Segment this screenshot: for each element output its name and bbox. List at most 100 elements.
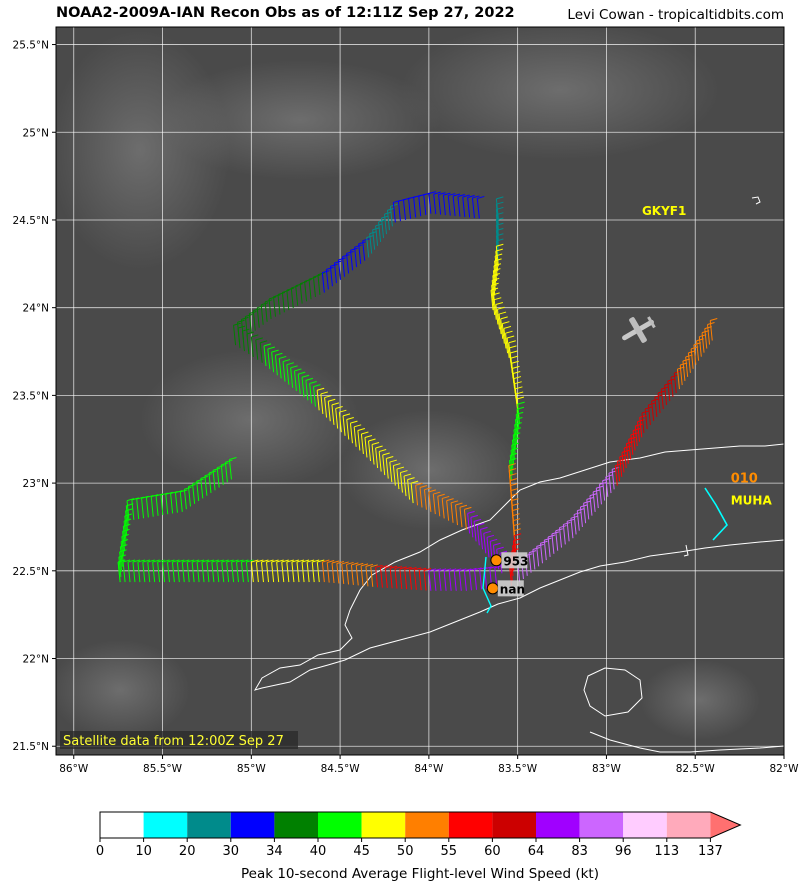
colorbar-segment	[230, 812, 275, 838]
wind-barb-flag	[301, 374, 310, 378]
southern-coastline	[589, 731, 784, 753]
wind-barb	[657, 392, 661, 414]
wind-barb-flag	[336, 560, 345, 564]
wind-barb	[423, 570, 427, 591]
wind-barb	[403, 476, 407, 497]
cloud-patch	[140, 350, 360, 490]
wind-barb-flag	[493, 263, 502, 267]
dropsonde-markers: 953 nan	[486, 552, 528, 597]
wind-barb	[338, 412, 342, 433]
wind-barb-flag	[459, 568, 467, 572]
wind-barb-flag	[512, 437, 520, 441]
wind-barb-flag	[547, 534, 556, 538]
aircraft-icon	[622, 316, 656, 343]
satellite-note: Satellite data from 12:00Z Sep 27	[63, 734, 284, 749]
wind-barb	[244, 316, 248, 337]
wind-barb-flag	[350, 420, 358, 424]
graticule	[56, 27, 784, 755]
colorbar-tick-label: 55	[441, 844, 458, 859]
wind-barb-flag	[370, 564, 378, 568]
wind-barb-flag	[495, 302, 504, 305]
station-labels: GKYF1 MUHA 010	[642, 204, 773, 507]
wind-barb-flag	[551, 531, 560, 535]
wind-barb	[132, 561, 136, 583]
wind-barb-flag	[380, 565, 388, 569]
wind-barb-flag	[277, 292, 286, 295]
wind-barb	[386, 210, 390, 231]
wind-barb	[123, 521, 127, 542]
wind-barb-flag	[167, 559, 175, 563]
wind-barb-flag	[225, 459, 233, 463]
wind-barb-flag	[245, 313, 253, 317]
wind-barb	[392, 465, 396, 486]
wind-barb-flag	[308, 276, 317, 280]
wind-barb	[447, 195, 451, 216]
wind-barb	[354, 247, 358, 268]
wind-barb-flag	[454, 568, 462, 572]
wind-barb	[331, 404, 335, 425]
wind-barb-flag	[322, 270, 330, 274]
wind-barb-flag	[296, 559, 305, 563]
wind-barb-flag	[497, 306, 505, 310]
wind-barb-flag	[264, 299, 273, 303]
wind-barb	[389, 206, 393, 227]
wind-barb	[630, 434, 634, 455]
wind-barb-flag	[281, 559, 289, 563]
wind-barb-flag	[291, 285, 299, 289]
wind-barb-flag	[513, 370, 521, 374]
wind-barb	[346, 564, 350, 585]
wind-barb-flag	[251, 334, 259, 338]
wind-barb	[576, 510, 580, 531]
wind-barb	[458, 570, 462, 591]
wind-barb	[396, 469, 400, 490]
wind-barb	[614, 465, 618, 486]
wind-barb	[562, 524, 566, 545]
colorbar-tick-label: 60	[484, 844, 501, 859]
wind-barb-flag	[433, 491, 441, 495]
wind-barb-flag	[291, 559, 300, 563]
wind-barb-flag	[536, 543, 544, 547]
wind-barb	[125, 505, 129, 526]
wind-barb-flag	[443, 568, 452, 572]
wind-barb	[297, 374, 301, 395]
wind-barb	[413, 197, 417, 218]
colorbar-tick-label: 40	[310, 844, 327, 859]
wind-barb	[290, 287, 294, 308]
wind-barb	[321, 272, 325, 293]
wind-barb	[358, 243, 362, 264]
wind-barb	[493, 265, 497, 286]
wind-barb-flag	[160, 492, 169, 496]
wind-barb-flag	[515, 417, 523, 420]
wind-barb	[121, 536, 125, 557]
wind-barb	[438, 570, 442, 591]
wind-barb-flag	[617, 458, 625, 462]
wind-barb	[150, 496, 154, 517]
wind-barb-flag	[192, 481, 200, 485]
wind-barb	[186, 561, 190, 583]
wind-barb-flag	[495, 248, 503, 252]
wind-barb	[463, 509, 467, 530]
wind-barb-flag	[486, 534, 495, 538]
wind-barb	[404, 569, 408, 590]
wind-barb	[316, 390, 320, 411]
lat-tick-label: 24°N	[23, 303, 49, 315]
wind-barb-flag	[360, 563, 369, 567]
wind-barb	[119, 546, 123, 567]
wind-barb-flag	[330, 263, 338, 267]
wind-barb	[248, 313, 252, 334]
wind-barb-flag	[490, 538, 498, 542]
wind-barb-flag	[517, 401, 525, 405]
wind-barb-flag	[346, 417, 354, 420]
wind-barb	[296, 561, 300, 583]
wind-barb	[364, 437, 368, 458]
wind-barb	[486, 537, 490, 558]
wind-barb-flag	[428, 191, 437, 195]
wind-barb	[282, 361, 286, 382]
wind-barb	[277, 294, 281, 315]
wind-barb	[605, 476, 609, 497]
wind-barb	[397, 201, 401, 222]
credit-text: Levi Cowan - tropicaltidbits.com	[567, 7, 784, 23]
wind-barb-flag	[334, 260, 342, 264]
wind-barb	[278, 358, 282, 379]
wind-barb	[326, 562, 330, 583]
